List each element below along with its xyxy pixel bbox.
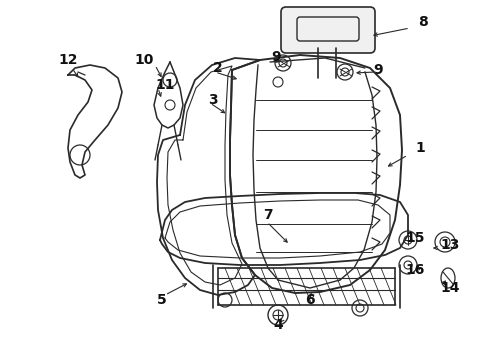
- Text: 13: 13: [440, 238, 460, 252]
- Text: 11: 11: [155, 78, 174, 92]
- Text: 9: 9: [271, 50, 281, 64]
- Text: 16: 16: [405, 263, 425, 277]
- Text: 1: 1: [415, 141, 425, 155]
- Text: 7: 7: [263, 208, 272, 222]
- Text: 3: 3: [208, 93, 218, 107]
- Text: 8: 8: [418, 15, 428, 29]
- Text: 6: 6: [305, 293, 315, 307]
- Text: 2: 2: [213, 61, 223, 75]
- Text: 9: 9: [373, 63, 383, 77]
- Text: 15: 15: [405, 231, 425, 245]
- FancyBboxPatch shape: [281, 7, 375, 53]
- Text: 5: 5: [157, 293, 167, 307]
- Text: 4: 4: [273, 318, 283, 332]
- Text: 14: 14: [440, 281, 460, 295]
- Text: 12: 12: [58, 53, 78, 67]
- Text: 10: 10: [134, 53, 154, 67]
